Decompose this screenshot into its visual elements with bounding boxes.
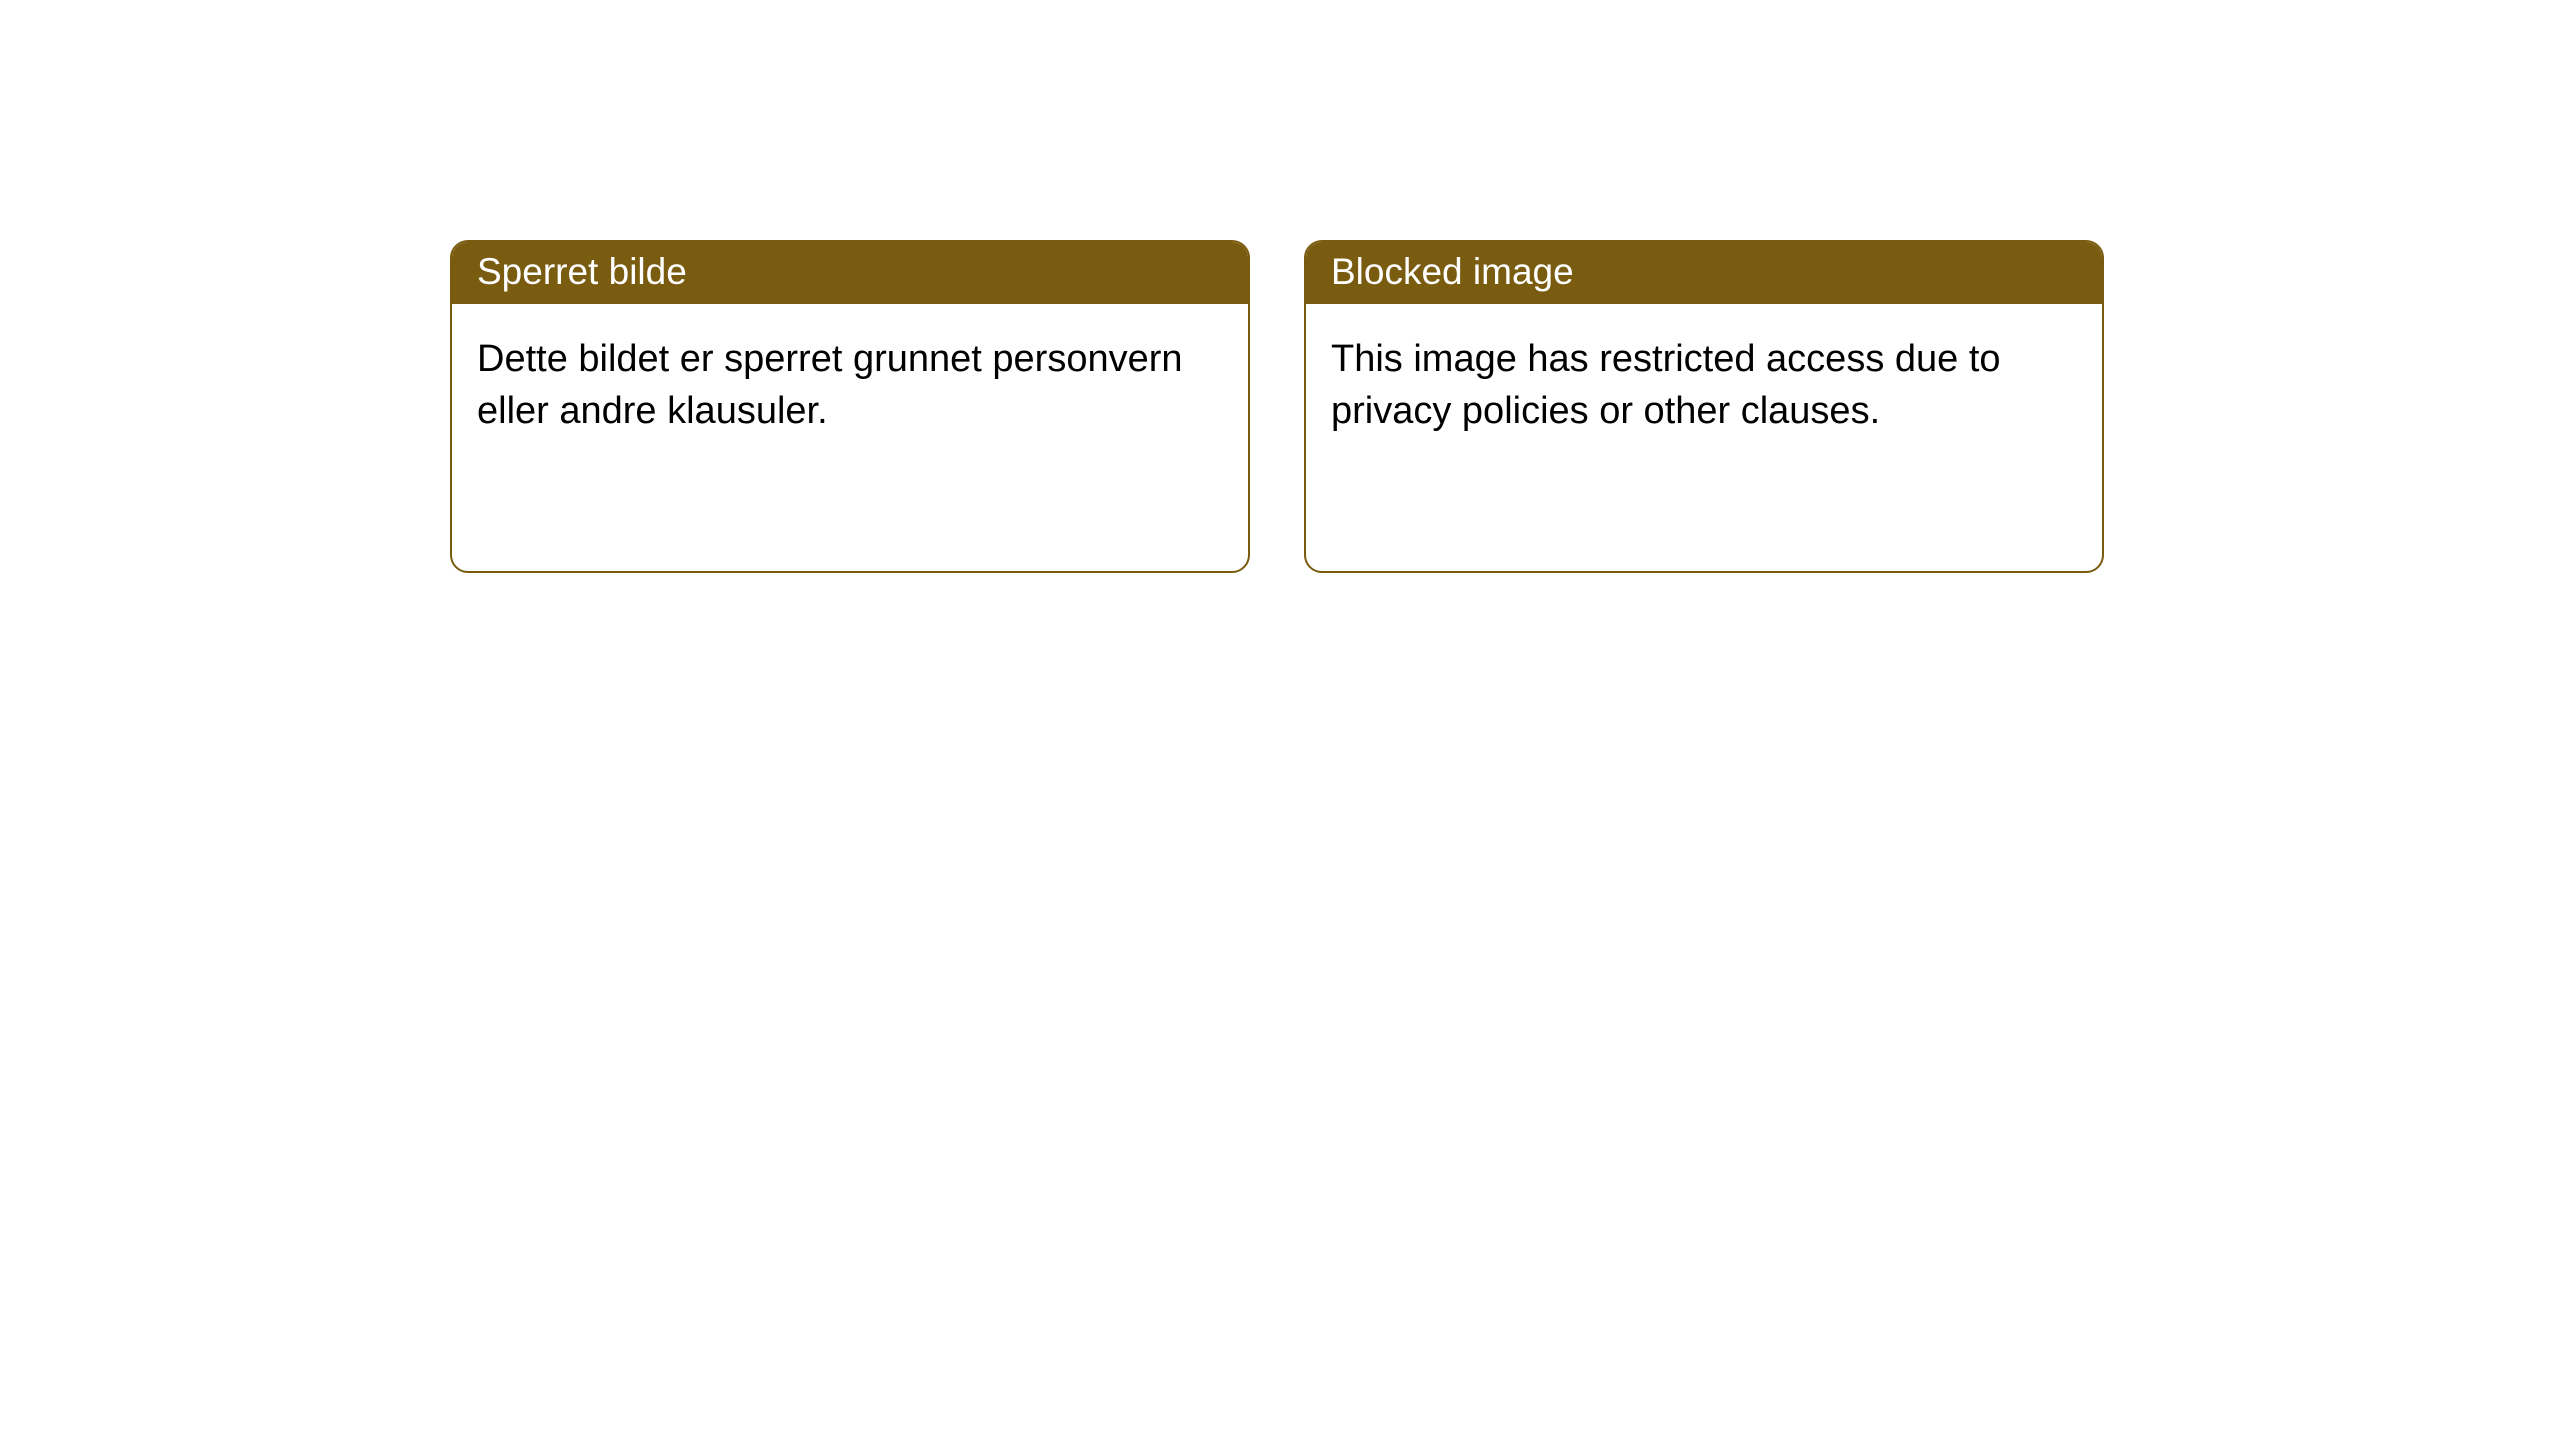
notice-body: Dette bildet er sperret grunnet personve… [452, 304, 1248, 462]
notice-cards-container: Sperret bilde Dette bildet er sperret gr… [0, 0, 2560, 573]
notice-card-english: Blocked image This image has restricted … [1304, 240, 2104, 573]
notice-body: This image has restricted access due to … [1306, 304, 2102, 462]
notice-header: Blocked image [1306, 242, 2102, 304]
notice-title: Blocked image [1331, 251, 1574, 292]
notice-header: Sperret bilde [452, 242, 1248, 304]
notice-body-text: Dette bildet er sperret grunnet personve… [477, 338, 1183, 431]
notice-card-norwegian: Sperret bilde Dette bildet er sperret gr… [450, 240, 1250, 573]
notice-body-text: This image has restricted access due to … [1331, 338, 2001, 431]
notice-title: Sperret bilde [477, 251, 687, 292]
